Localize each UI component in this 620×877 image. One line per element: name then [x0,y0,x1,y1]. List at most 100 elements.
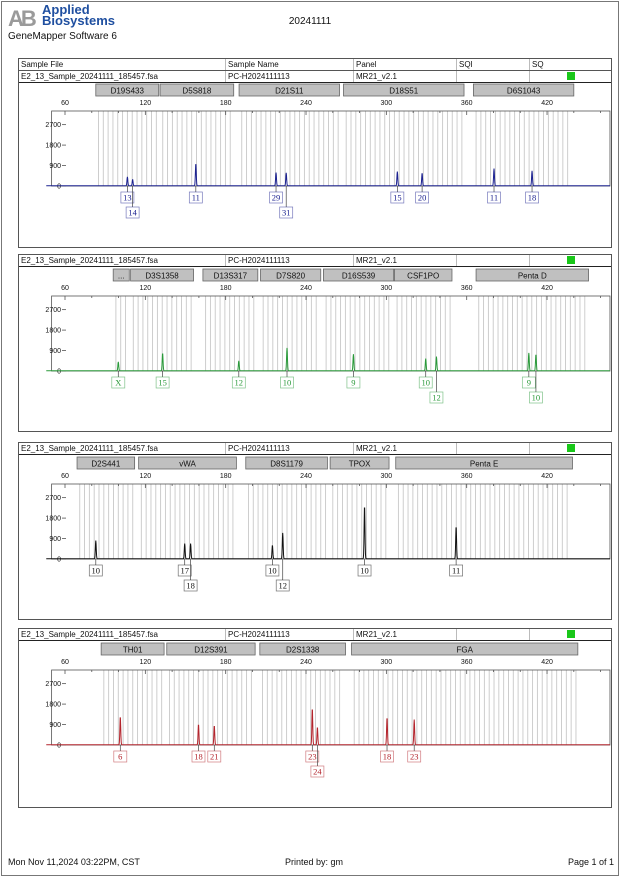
marker-label: D12S391 [194,646,228,655]
allele-call-box [380,750,394,763]
allele-call-label: 17 [180,566,189,576]
allele-call-label: 15 [158,378,167,388]
allele-call-label: 12 [432,393,441,403]
x-tick-label: 420 [541,473,553,480]
allele-call-label: 23 [410,752,419,762]
allele-call-box [357,564,372,577]
sample-row: E2_13_Sample_20241111_185457.fsa PC-H2024… [19,443,611,455]
x-tick-label: 180 [220,100,232,107]
allele-call-box [390,191,405,204]
y-tick-label: 1800 [45,328,61,335]
allele-call-box [449,564,463,577]
y-tick-label: 1800 [45,702,61,709]
allele-call-label: 10 [532,393,541,403]
sample-file: E2_13_Sample_20241111_185457.fsa [21,630,159,639]
marker-label: Penta E [470,460,498,469]
marker-label: D18S51 [389,87,418,96]
sq-status-indicator [567,256,575,264]
allele-call-box [155,376,170,389]
sample-name: PC-H2024111113 [225,443,353,454]
marker-label: TPOX [349,460,371,469]
allele-call-label: 10 [421,378,430,388]
allele-call-box [407,750,422,763]
allele-call-box [279,206,294,219]
marker-label: D8S1179 [270,460,303,469]
y-tick-label: 0 [57,369,61,376]
allele-call-label: 11 [452,566,460,576]
sample-file: E2_13_Sample_20241111_185457.fsa [21,72,159,81]
sqi-value [456,255,529,266]
column-header: SQ [529,59,611,70]
allele-call-label: 11 [192,193,200,203]
allele-call-box [529,391,543,404]
sq-cell [529,71,611,82]
electropherogram-panel-1: Sample File Sample Name Panel SQI SQ E2_13_Sa… [18,58,612,248]
sample-row: E2_13_Sample_20241111_185457.fsa PC-H2024… [19,629,611,641]
x-tick-label: 240 [300,100,312,107]
allele-call-label: 20 [418,193,427,203]
x-tick-label: 360 [461,473,473,480]
y-tick-label: 2700 [45,681,61,688]
allele-call-label: 9 [351,378,355,388]
column-header: SQI [456,59,529,70]
x-tick-label: 360 [461,285,473,292]
allele-call-box [310,765,325,778]
panel-name: MR21_v2.1 [353,255,456,266]
signal-trace [46,709,610,746]
allele-call-label: 13 [123,193,132,203]
sq-status-indicator [567,72,575,80]
allele-call-box [521,376,536,389]
column-header: Sample File [21,60,64,69]
allele-call-label: 6 [118,752,122,762]
allele-call-label: 29 [272,193,281,203]
marker-label: D5S818 [182,87,211,96]
marker-bin-bar [100,642,165,656]
sample-name: PC-H2024111113 [225,629,353,640]
marker-bin-bar [329,456,390,470]
x-tick-label: 240 [300,659,312,666]
panel-name: MR21_v2.1 [353,443,456,454]
column-header: Sample Name [225,59,353,70]
sample-file: E2_13_Sample_20241111_185457.fsa [21,444,159,453]
marker-label: D3S1358 [145,272,179,281]
allele-call-label: 18 [383,752,392,762]
allele-call-box [183,579,198,592]
marker-label: TH01 [123,646,143,655]
x-tick-label: 300 [381,285,393,292]
allele-call-label: 12 [278,581,287,591]
software-name: GeneMapper Software 6 [8,31,117,42]
allele-call-label: 14 [128,208,137,218]
page-number: Page 1 of 1 [567,857,614,867]
marker-bin-bar [95,83,160,97]
marker-label: D19S433 [111,87,145,96]
electropherogram-panel-3: E2_13_Sample_20241111_185457.fsa PC-H2024… [18,442,612,620]
marker-label: Penta D [518,272,547,281]
x-tick-label: 60 [61,100,69,107]
y-tick-label: 1800 [45,516,61,523]
marker-label: D2S1338 [286,646,320,655]
brand-line2: Biosystems [42,13,115,28]
allele-call-box [487,191,501,204]
x-tick-label: 120 [139,473,151,480]
marker-bin-bar [112,268,130,282]
sq-status-indicator [567,630,575,638]
panel-name: MR21_v2.1 [353,71,456,82]
marker-bin-bar [159,83,235,97]
signal-trace [46,347,610,372]
x-tick-label: 120 [139,285,151,292]
x-tick-label: 180 [220,659,232,666]
marker-label: D2S441 [91,460,120,469]
x-tick-label: 360 [461,659,473,666]
printed-by: Printed by: gm [285,857,344,867]
allele-call-label: 18 [528,193,537,203]
allele-call-box [305,750,320,763]
allele-call-label: 10 [360,566,369,576]
allele-call-label: 23 [308,752,317,762]
marker-label: FGA [456,646,473,655]
allele-call-box [231,376,246,389]
sample-row: E2_13_Sample_20241111_185457.fsa PC-H2024… [19,71,611,83]
x-tick-label: 120 [139,100,151,107]
marker-bin-bar [343,83,465,97]
allele-call-label: 21 [210,752,219,762]
